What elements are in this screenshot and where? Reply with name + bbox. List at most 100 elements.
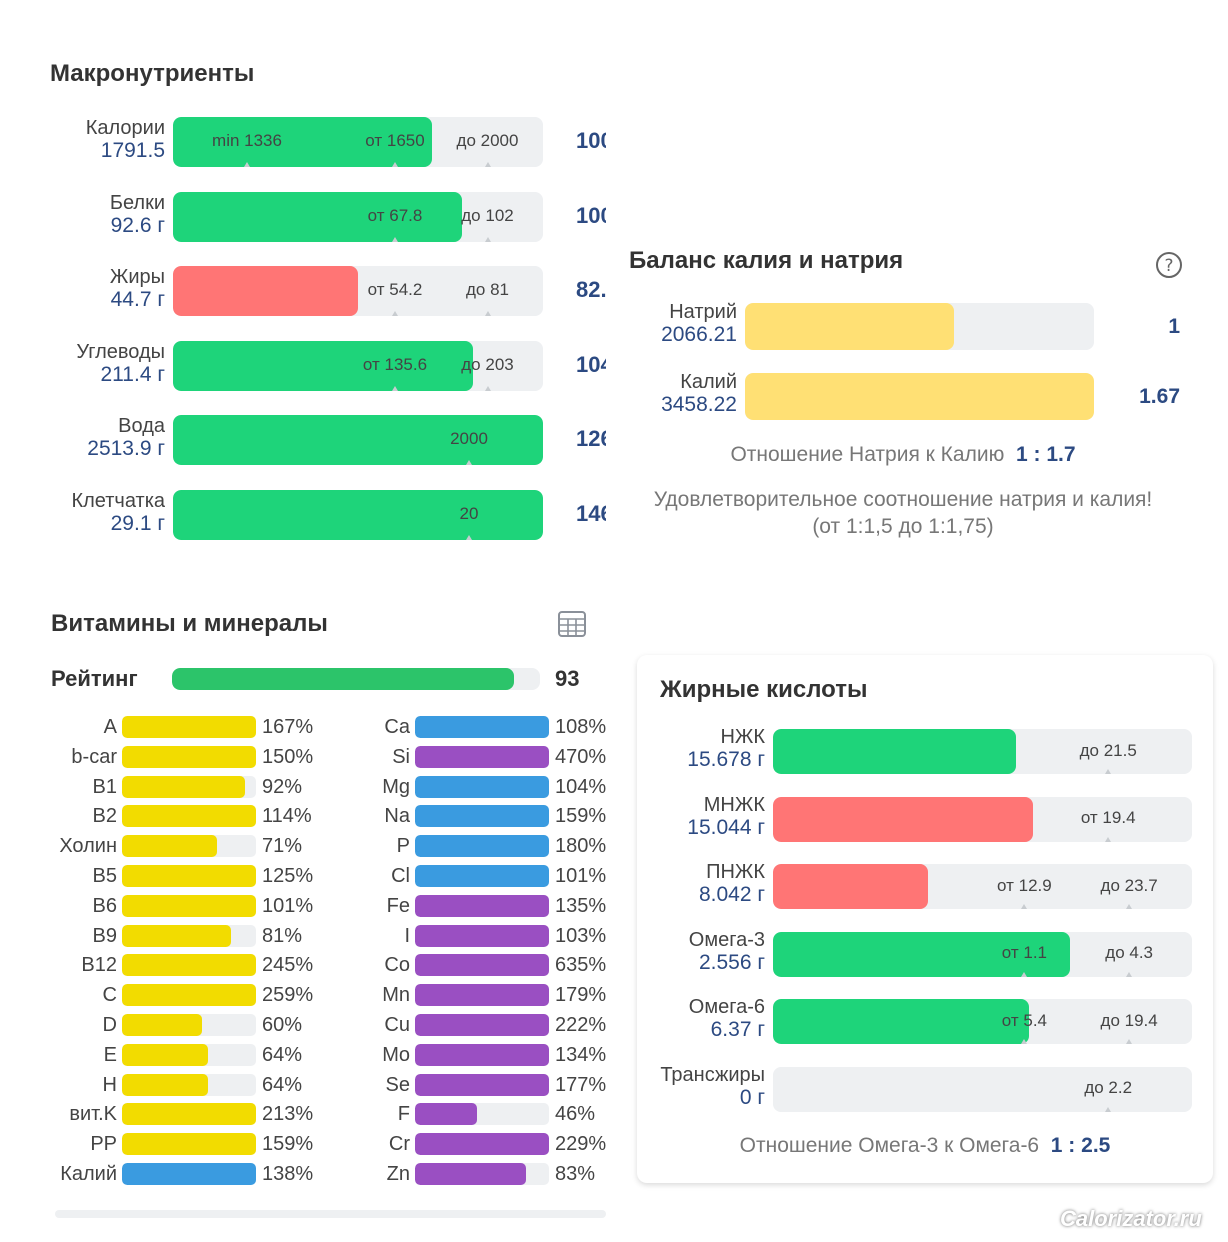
bar-fill [122, 1073, 208, 1096]
bar-fill [122, 1103, 256, 1126]
nutrient-name: Mn [382, 984, 410, 1007]
bar-track: до 21.5 [773, 729, 1192, 774]
bar-fill [122, 924, 231, 947]
percent-label: 635% [555, 954, 606, 977]
nutrient-name: Mo [382, 1043, 410, 1066]
bar-fill [745, 373, 1094, 420]
nutrient-name: Zn [386, 1163, 410, 1185]
percent-label: 101% [262, 894, 314, 917]
bar-track [122, 775, 256, 798]
bar-fill [415, 805, 549, 828]
bar-track [122, 984, 256, 1007]
bar-fill [122, 1043, 208, 1066]
bar-fill [122, 1014, 203, 1036]
nutrient-name: P [396, 835, 410, 858]
bar-track [122, 1133, 256, 1156]
percent-label: 222% [555, 1014, 606, 1036]
nutrient-amount: 92.6 г [110, 213, 165, 237]
percent-label: 83% [555, 1163, 596, 1185]
nutrient-name: Cu [384, 1014, 410, 1036]
bar-track [122, 1043, 256, 1066]
bar-track [122, 1073, 256, 1096]
nutrient-name: B9 [92, 924, 117, 947]
nutrient-name: A [103, 716, 117, 738]
bar-fill [415, 775, 549, 798]
balance-title: Баланс калия и натрия [629, 247, 904, 274]
bar-fill [122, 1163, 256, 1185]
nutrient-name: E [103, 1043, 117, 1066]
percent-label: 259% [262, 984, 314, 1007]
bar-track [415, 894, 549, 917]
percent-label: 114% [262, 805, 312, 828]
nutrient-name: Холин [59, 835, 117, 858]
range-tick [1105, 769, 1112, 774]
percent: 82.5 [576, 277, 606, 302]
nutrient-name: НЖК [720, 726, 765, 748]
percent-label: 104% [555, 775, 606, 798]
nutrient-amount: 15.678 г [687, 748, 765, 771]
range-label: до 2000 [456, 131, 519, 150]
nutrient-name: Вода [118, 415, 165, 437]
range-label: 20 [459, 503, 479, 523]
rating-value: 93 [555, 666, 580, 691]
nutrient-name: Жиры [109, 266, 165, 288]
divider [55, 1210, 606, 1218]
range-tick [1126, 971, 1133, 977]
bar-track [122, 716, 256, 738]
bar-track [122, 954, 256, 977]
range-label: до 2.2 [1084, 1078, 1133, 1097]
percent: 146 [576, 500, 606, 526]
bar-fill [415, 1133, 549, 1156]
percent-label: 138% [262, 1163, 314, 1185]
range-label: от 5.4 [1001, 1010, 1048, 1030]
range-tick [484, 236, 491, 242]
bar-track: от 19.4 [773, 796, 1192, 842]
bar-track [415, 984, 549, 1007]
bar-track: до 2.2 [773, 1066, 1192, 1112]
nutrient-name: C [102, 984, 117, 1007]
range-label: от 1650 [365, 131, 425, 150]
bar-fill [173, 117, 432, 167]
nutrient-name: B12 [81, 954, 117, 977]
bar-track [122, 835, 256, 858]
percent-label: 159% [555, 805, 606, 828]
bar-track [415, 924, 549, 947]
nutrient-amount: 0 г [739, 1085, 765, 1109]
nutrient-name: Клетчатка [71, 489, 165, 512]
nutrient-amount: 2513.9 г [87, 437, 165, 460]
bar-fill [173, 266, 358, 316]
bar-track [745, 373, 1094, 420]
range-label: от 19.4 [1080, 808, 1136, 827]
bar-fill [122, 865, 256, 887]
ratio-label: Отношение Натрия к Калию [730, 443, 1005, 466]
bar-track [415, 1103, 549, 1126]
range-tick [1021, 1039, 1028, 1044]
bar-fill [415, 984, 549, 1007]
svg-text:?: ? [1164, 256, 1173, 276]
nutrient-name: Cl [391, 865, 410, 887]
bar-track [122, 894, 256, 917]
bar-track [415, 954, 549, 977]
nutrient-name: Омега-3 [688, 928, 765, 951]
vitamins-title: Витамины и минералы [51, 610, 328, 637]
bar-track: от 54.2 до 81 [173, 266, 543, 316]
bar-track [415, 1133, 549, 1156]
percent-label: 229% [555, 1133, 606, 1156]
ratio-value: 1 : 2.5 [1050, 1134, 1111, 1157]
nutrient-name: B2 [92, 805, 117, 828]
mineral-name: Калий [680, 371, 737, 393]
ratio-label: Отношение Омега-3 к Омега-6 [739, 1134, 1040, 1157]
percent-label: 150% [262, 745, 314, 768]
bar-track [415, 865, 549, 887]
bar-track [122, 745, 256, 768]
range-tick [392, 311, 398, 316]
range-tick [466, 534, 472, 540]
help-icon[interactable]: ? [1155, 251, 1183, 279]
table-icon[interactable] [558, 611, 586, 637]
bar-track [122, 1163, 256, 1185]
bar-track [415, 835, 549, 858]
nutrient-name: Co [384, 954, 410, 977]
nutrient-name: вит.K [69, 1103, 117, 1126]
mineral-amount: 3458.22 [661, 393, 737, 416]
range-tick [484, 162, 491, 167]
